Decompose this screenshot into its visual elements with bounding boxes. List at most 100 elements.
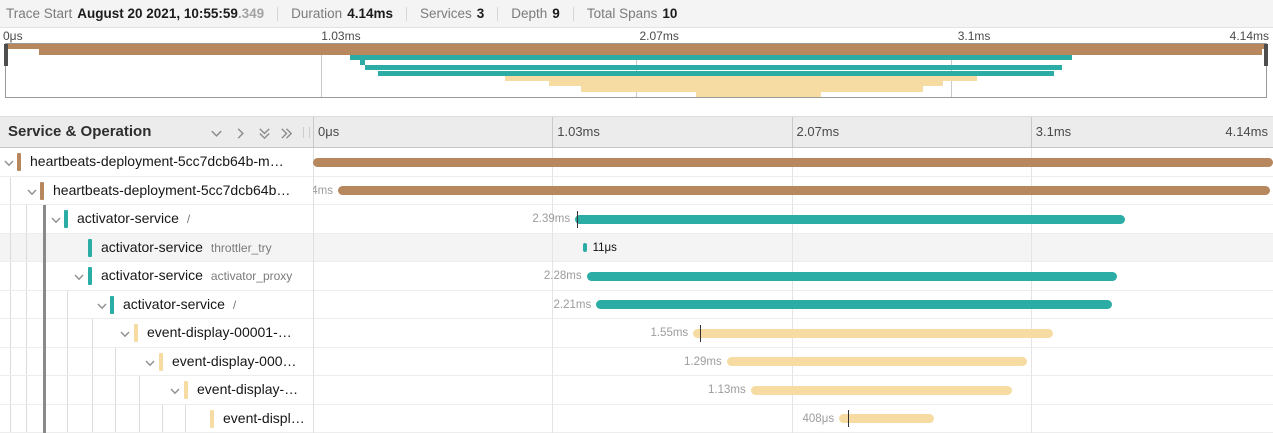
service-name: activator-service — [123, 295, 225, 312]
span-log-tick[interactable] — [847, 410, 850, 427]
double-chevron-down-icon[interactable] — [255, 124, 273, 142]
service-name: activator-service — [77, 210, 179, 226]
header-column-divider — [791, 117, 793, 147]
span-bar[interactable] — [313, 157, 1273, 167]
indent-guide — [10, 233, 11, 261]
active-indent-guide[interactable] — [43, 205, 46, 433]
span-name-cell[interactable]: event-display-… — [0, 376, 313, 404]
span-bar[interactable] — [750, 385, 1012, 395]
axis-row: 0μs 1.03ms 2.07ms 3.1ms 4.14ms — [0, 29, 1273, 43]
span-name-cell[interactable]: activator-service activator_proxy — [0, 262, 313, 290]
span-bar-cell[interactable]: 4ms — [313, 177, 1273, 205]
indent-guide — [10, 262, 11, 290]
span-bar[interactable] — [726, 357, 1028, 366]
service-color-strip — [64, 210, 68, 228]
chevron-right-icon[interactable] — [231, 124, 249, 142]
axis-tick-label: 3.1ms — [957, 29, 991, 43]
span-row[interactable]: heartbeats-deployment-5cc7dcb64b-m… — [0, 148, 1273, 177]
chevron-down-icon[interactable] — [207, 124, 225, 142]
indent-guide — [67, 347, 68, 375]
duration-label: Duration — [291, 6, 343, 21]
service-color-strip — [159, 352, 163, 371]
span-row[interactable]: event-display-00001-… 1.55ms — [0, 319, 1273, 348]
span-name-cell[interactable]: activator-service / — [0, 205, 313, 233]
axis-tick-label: 2.07ms — [639, 29, 679, 43]
timeline-grid-line — [1030, 148, 1032, 433]
indent-guide — [92, 319, 93, 347]
span-bar-cell[interactable]: 11μs — [313, 234, 1273, 262]
column-resize-grip[interactable] — [303, 127, 310, 138]
span-name-cell[interactable]: activator-service throttler_try — [0, 233, 313, 261]
span-bar[interactable] — [582, 243, 587, 252]
trace-minimap[interactable] — [4, 43, 1268, 98]
row-chevron-down-icon[interactable] — [169, 384, 181, 396]
header-tick-label: 0μs — [318, 124, 340, 139]
span-log-tick[interactable] — [576, 210, 579, 228]
span-bar-cell[interactable]: 1.55ms — [313, 319, 1273, 347]
row-chevron-down-icon[interactable] — [3, 156, 15, 168]
span-name-cell[interactable]: event-display-00001-… — [0, 319, 313, 347]
summary-divider — [572, 6, 574, 21]
operation-name: throttler_try — [210, 240, 272, 255]
span-row[interactable]: activator-service throttler_try 11μs — [0, 233, 1273, 262]
span-bar[interactable] — [596, 300, 1112, 309]
span-bar-cell[interactable]: 2.28ms — [313, 262, 1273, 290]
span-name-cell[interactable]: heartbeats-deployment-5cc7dcb64b-m… — [0, 148, 313, 176]
span-name-cell[interactable]: event-displ… — [0, 404, 313, 432]
axis-tick-label: 0μs — [3, 29, 23, 43]
minimap-span-bar — [504, 75, 978, 82]
span-bar[interactable] — [586, 271, 1118, 281]
row-chevron-down-icon[interactable] — [96, 299, 108, 311]
span-bar[interactable] — [337, 186, 1271, 195]
service-name: event-displ… — [223, 409, 305, 426]
span-row[interactable]: activator-service / 2.21ms — [0, 290, 1273, 319]
service-color-strip — [88, 238, 92, 257]
span-log-tick[interactable] — [699, 324, 702, 342]
minimap-span-bar — [365, 65, 1062, 71]
span-row[interactable]: heartbeats-deployment-5cc7dcb64b… 4ms — [0, 176, 1273, 205]
span-bar-cell[interactable]: 2.39ms — [313, 205, 1273, 233]
service-color-strip — [184, 381, 188, 399]
trace-summary-bar: Trace Start August 20 2021, 10:55:59.349 … — [0, 0, 1273, 28]
minimap-span-bar — [349, 54, 1072, 60]
row-chevron-down-icon[interactable] — [119, 327, 131, 339]
span-bar[interactable] — [693, 328, 1054, 338]
span-name-cell[interactable]: event-display-000… — [0, 347, 313, 375]
span-bar-cell[interactable]: 408μs — [313, 405, 1273, 433]
row-chevron-down-icon[interactable] — [26, 185, 38, 197]
row-chevron-down-icon[interactable] — [50, 213, 62, 225]
summary-divider — [277, 6, 279, 21]
span-bar-cell[interactable]: 2.21ms — [313, 291, 1273, 319]
service-color-strip — [210, 409, 214, 428]
indent-guide — [115, 376, 116, 404]
span-bar-cell[interactable]: 1.29ms — [313, 348, 1273, 376]
span-bar[interactable] — [575, 214, 1126, 224]
service-operation-header: Service & Operation — [8, 123, 152, 140]
trace-start-label: Trace Start — [6, 6, 73, 21]
minimap-right-scrubber[interactable] — [1264, 44, 1268, 66]
span-row[interactable]: activator-service activator_proxy 2.28ms — [0, 262, 1273, 291]
span-row[interactable]: activator-service / 2.39ms — [0, 205, 1273, 234]
total-spans-label: Total Spans — [586, 6, 658, 21]
row-chevron-down-icon[interactable] — [144, 356, 156, 368]
trace-start-value: August 20 2021, 10:55:59 — [77, 6, 238, 21]
service-color-strip — [17, 153, 21, 171]
service-name: event-display-00001-… — [147, 324, 292, 340]
indent-guide — [26, 347, 27, 375]
depth-label: Depth — [511, 6, 548, 21]
indent-guide — [26, 262, 27, 290]
services-value: 3 — [476, 6, 485, 21]
span-row[interactable]: event-displ… 408μs — [0, 404, 1273, 433]
service-name: heartbeats-deployment-5cc7dcb64b-m… — [30, 153, 284, 169]
span-name-cell[interactable]: activator-service / — [0, 290, 313, 318]
double-chevron-right-icon[interactable] — [277, 124, 295, 142]
span-row[interactable]: event-display-… 1.13ms — [0, 376, 1273, 405]
span-row[interactable]: event-display-000… 1.29ms — [0, 347, 1273, 376]
span-name-cell[interactable]: heartbeats-deployment-5cc7dcb64b… — [0, 176, 313, 204]
span-bar-cell[interactable]: 1.13ms — [313, 376, 1273, 404]
span-bar-cell[interactable] — [313, 148, 1273, 176]
span-bar[interactable] — [839, 414, 935, 423]
row-chevron-down-icon[interactable] — [73, 270, 85, 282]
indent-guide — [26, 319, 27, 347]
minimap-left-scrubber[interactable] — [4, 44, 8, 66]
